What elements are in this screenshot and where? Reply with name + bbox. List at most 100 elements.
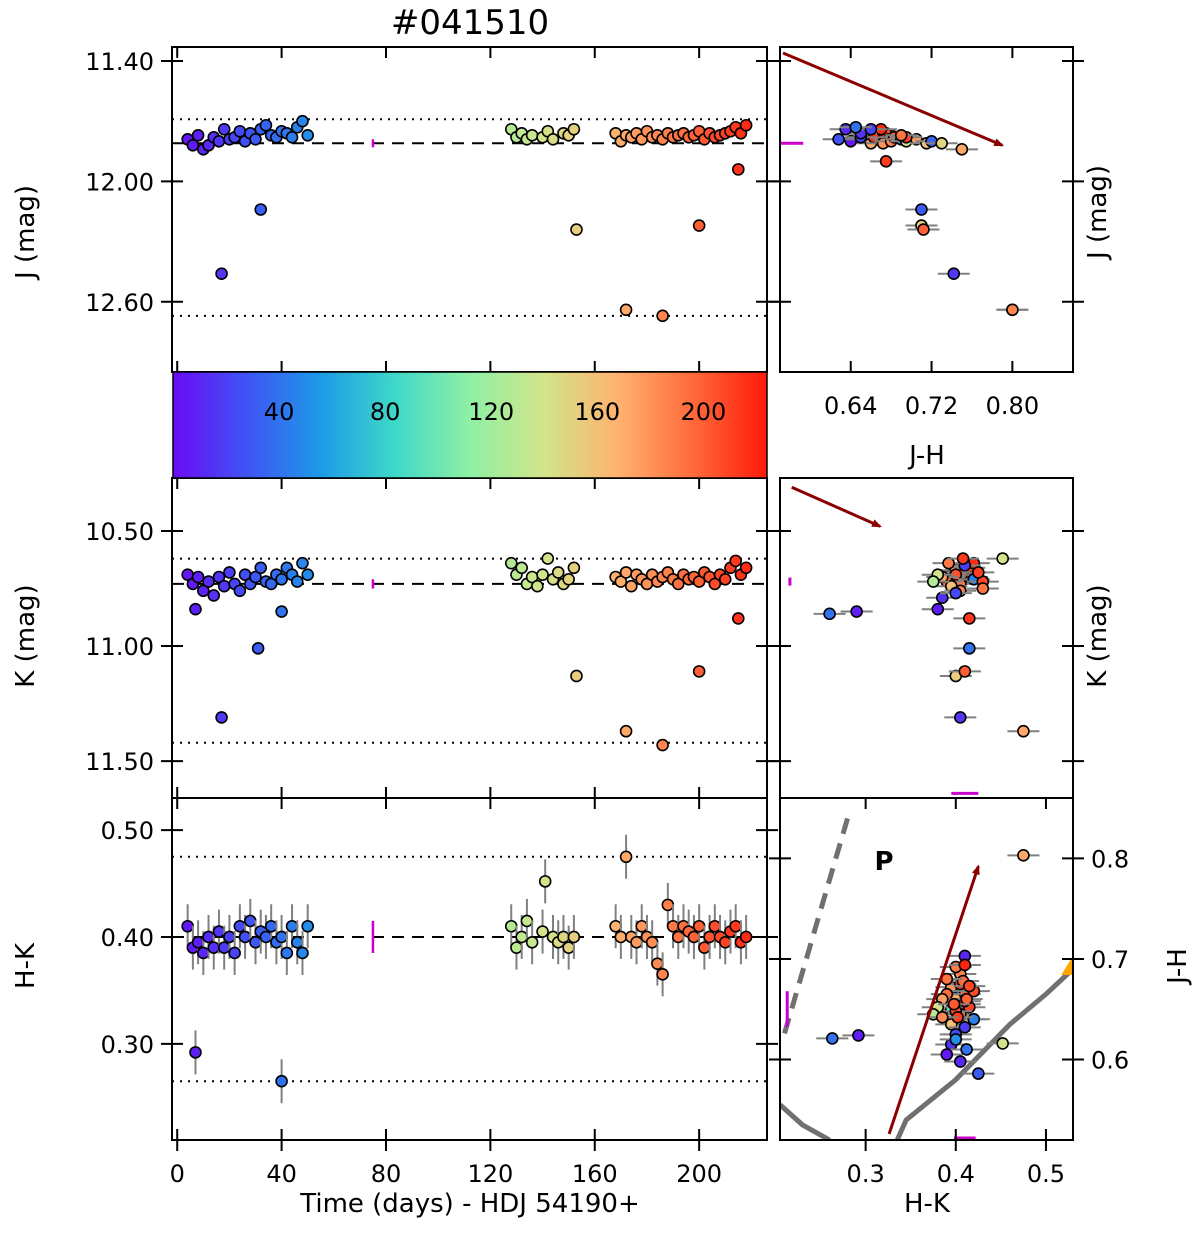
data-point: [917, 575, 950, 588]
data-point: [567, 914, 581, 959]
marker: [731, 612, 745, 625]
axes-frame: [171, 477, 768, 799]
data-point: [233, 124, 247, 138]
main-sequence-locus: [780, 1102, 831, 1140]
data-point: [907, 223, 940, 236]
y-tick-label: 12.60: [85, 289, 154, 317]
data-point: [504, 556, 518, 570]
marker: [557, 930, 570, 944]
data-point: [215, 267, 228, 280]
marker: [947, 267, 961, 280]
data-point: [840, 605, 873, 618]
marker: [186, 139, 200, 152]
data-point: [570, 669, 583, 683]
marker: [864, 122, 878, 136]
panels: 11.4012.0012.6010.5011.0011.500.300.400.…: [85, 46, 1129, 1188]
ylabel-jh-ccd: J-H: [1163, 948, 1193, 986]
marker: [504, 919, 518, 933]
data-point: [926, 1010, 959, 1024]
marker: [296, 556, 309, 570]
x-tick-label: 200: [676, 1160, 722, 1188]
data-point: [296, 930, 309, 975]
marker: [546, 132, 560, 146]
data-point: [186, 139, 200, 152]
marker: [249, 132, 262, 146]
data-point: [953, 642, 986, 655]
data-point: [1007, 724, 1040, 738]
data-point: [885, 128, 918, 142]
marker: [515, 561, 528, 575]
y-tick-label: 11.50: [85, 748, 154, 776]
marker: [609, 919, 622, 933]
data-point: [525, 920, 539, 965]
data-point: [202, 575, 215, 588]
reddening-arrow: [791, 485, 882, 528]
plot-area: [172, 834, 767, 1104]
data-point: [296, 556, 309, 570]
marker: [251, 642, 265, 655]
x-tick-label: 0.64: [824, 392, 877, 420]
xlabel-time: Time (days) - HDJ 54190+: [299, 1189, 639, 1219]
data-point: [191, 570, 205, 584]
panel-j_vs_jh: 0.64 0.72 0.80: [769, 46, 1084, 420]
marker: [212, 925, 226, 938]
marker: [935, 1010, 949, 1024]
data-point: [249, 570, 262, 584]
marker: [852, 1029, 865, 1042]
marker: [996, 552, 1009, 565]
marker: [958, 665, 972, 678]
marker: [525, 128, 539, 142]
y-tick-label: 0.6: [1091, 1047, 1129, 1075]
y-tick-label: 0.7: [1091, 946, 1129, 974]
marker: [661, 898, 675, 912]
marker: [671, 577, 685, 591]
marker: [687, 930, 701, 944]
marker: [931, 602, 945, 616]
data-point: [525, 128, 539, 142]
marker: [630, 935, 643, 949]
data-point: [708, 577, 722, 591]
data-point: [966, 582, 999, 595]
marker: [666, 919, 680, 933]
marker: [698, 941, 711, 954]
x-tick-label: 80: [371, 1160, 402, 1188]
colorbar-tick-label: 160: [574, 398, 620, 426]
marker: [228, 946, 241, 960]
data-point: [944, 1055, 977, 1068]
marker: [739, 561, 753, 575]
marker: [296, 114, 309, 128]
data-point: [925, 136, 958, 150]
data-point: [656, 952, 669, 997]
data-point: [671, 577, 685, 591]
marker: [567, 122, 581, 136]
marker: [729, 554, 742, 568]
data-point: [515, 561, 528, 575]
marker: [1017, 849, 1030, 862]
marker: [536, 925, 549, 938]
data-point: [937, 267, 970, 280]
data-point: [551, 566, 565, 579]
data-point: [290, 575, 304, 588]
ylabel-j-cmd: J (mag): [1083, 165, 1113, 261]
data-point: [905, 203, 938, 216]
marker: [567, 930, 581, 944]
marker: [285, 130, 299, 144]
panel-jh_vs_hk: 0.6 0.7 0.8 0.3 0.4 0.5: [769, 797, 1129, 1188]
marker: [290, 935, 304, 949]
data-point: [703, 914, 716, 959]
marker: [972, 1067, 985, 1080]
colorbar-tick-label: 40: [264, 398, 295, 426]
data-point: [947, 552, 980, 565]
marker: [280, 946, 294, 960]
marker: [708, 577, 722, 591]
y-tick-label: 0.30: [101, 1031, 154, 1059]
data-point: [212, 134, 226, 148]
marker: [538, 875, 552, 888]
colorbar: 40 80 120 160 200: [172, 371, 768, 479]
marker: [243, 914, 257, 928]
marker: [958, 1021, 972, 1034]
marker: [832, 132, 845, 146]
plot-area: [780, 817, 1073, 1140]
data-point: [666, 904, 680, 949]
x-tick-label: 160: [572, 1160, 618, 1188]
